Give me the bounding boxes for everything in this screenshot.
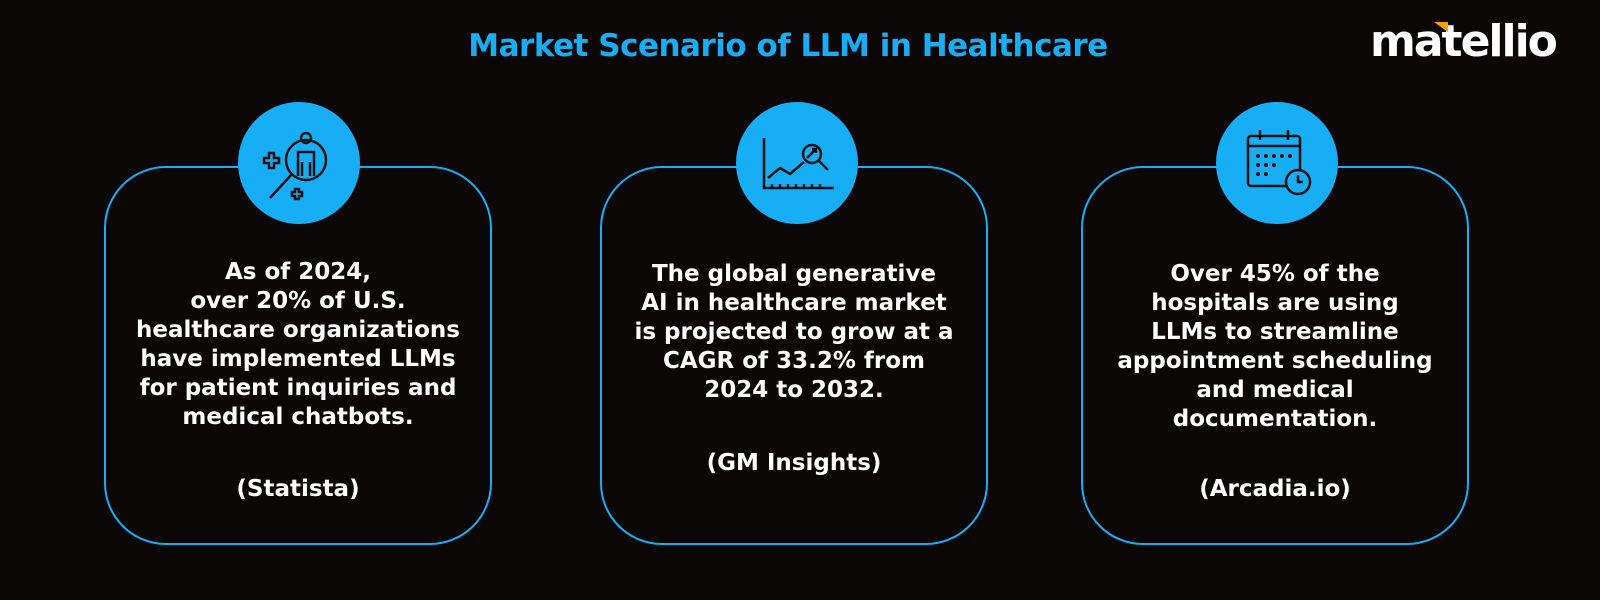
stat-card-3: Over 45% of the hospitals are using LLMs… (1081, 166, 1469, 545)
card-source: (Statista) (236, 476, 360, 502)
matellio-logo: matellio (1370, 16, 1558, 67)
card-source: (GM Insights) (706, 450, 882, 476)
card-text: Over 45% of the hospitals are using LLMs… (1117, 261, 1433, 432)
stat-card-2: The global generative AI in healthcare m… (600, 166, 988, 545)
stat-card-1: As of 2024, over 20% of U.S. healthcare … (104, 166, 492, 545)
card-source: (Arcadia.io) (1199, 476, 1351, 502)
logo-text: matellio (1370, 16, 1558, 67)
card-text: The global generative AI in healthcare m… (634, 261, 954, 403)
patient-search-icon (238, 102, 360, 224)
logo-accent (1434, 22, 1448, 32)
page-title: Market Scenario of LLM in Healthcare (468, 28, 1108, 64)
calendar-clock-icon (1216, 102, 1338, 224)
card-text: As of 2024, over 20% of U.S. healthcare … (136, 259, 460, 430)
growth-chart-icon (736, 102, 858, 224)
